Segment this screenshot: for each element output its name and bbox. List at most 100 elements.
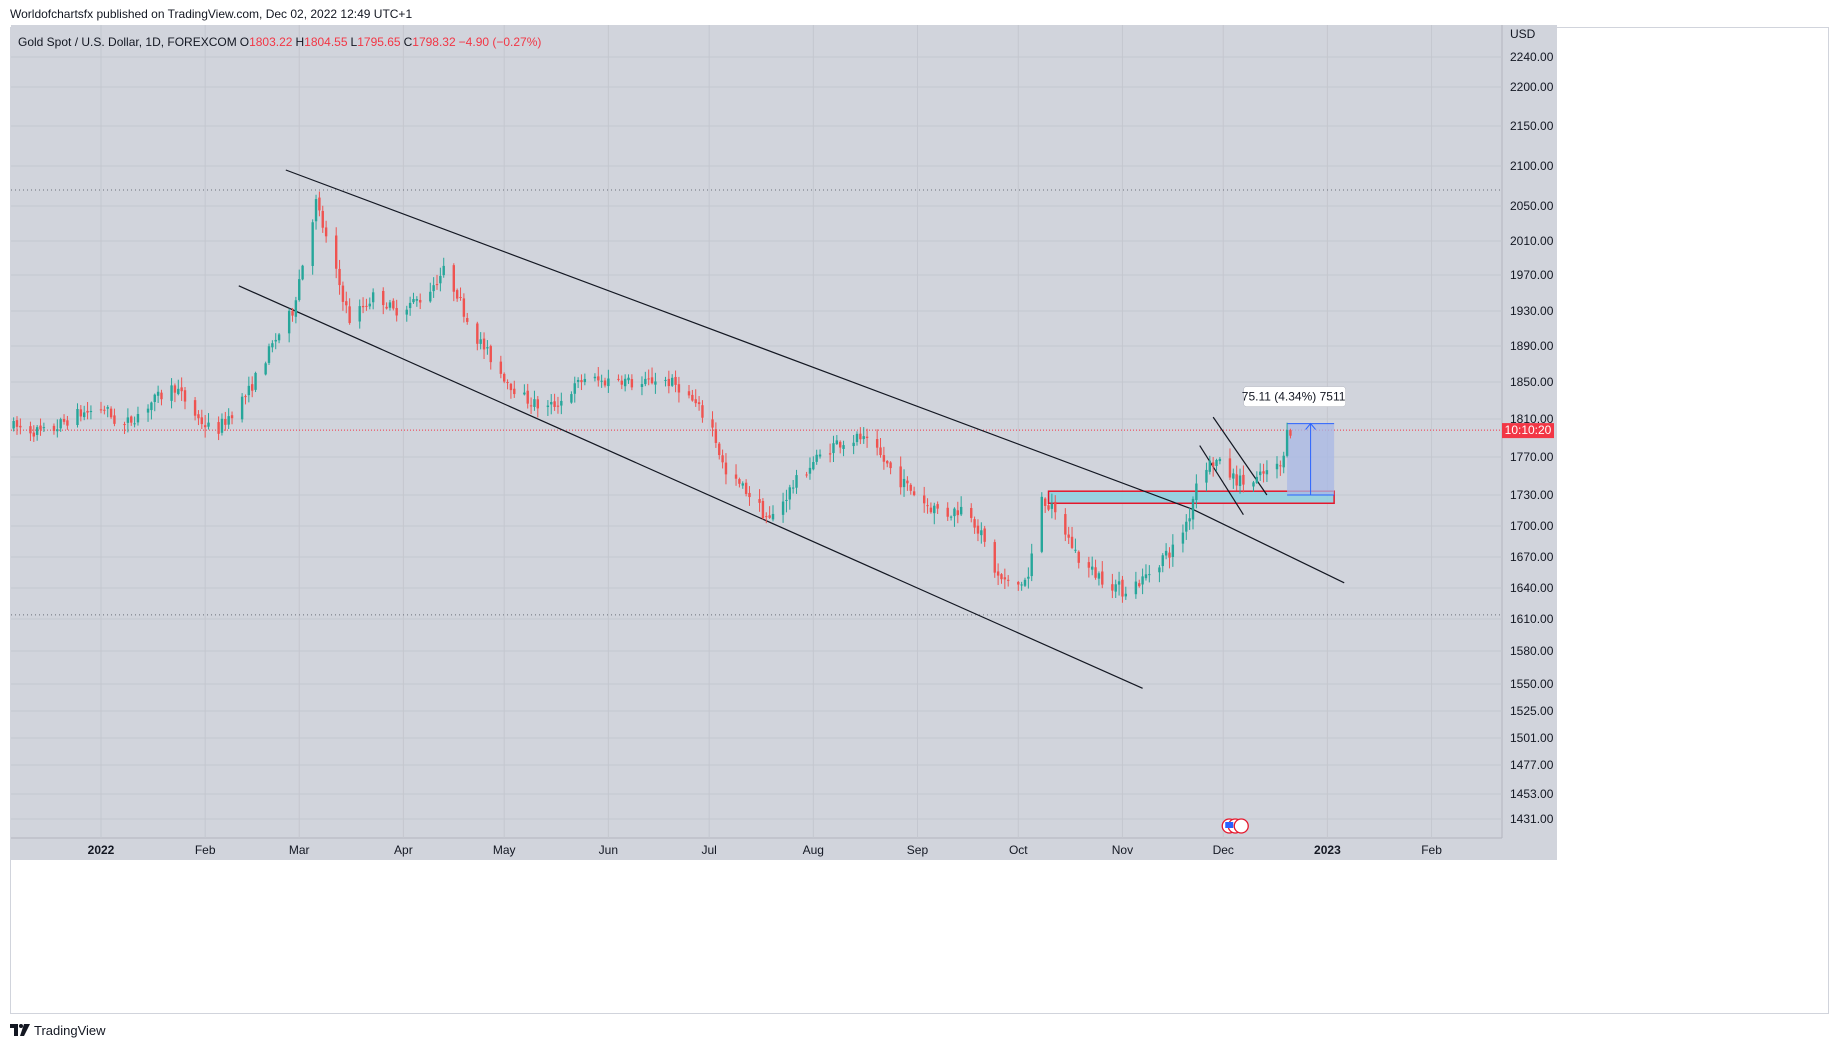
candle-body [1185,521,1188,532]
candle-body [509,383,513,391]
candle-body [526,390,529,404]
candle-body [879,447,882,456]
candle-body [788,487,791,500]
candle-body [388,302,392,308]
candle-body [933,505,936,514]
candle-body [29,426,32,434]
time-tick-label: Oct [1009,843,1028,857]
candle-body [136,413,140,423]
candle-body [570,394,573,403]
candle-body [617,378,620,380]
time-tick-label: Sep [907,843,929,857]
candle-body [459,297,462,299]
candle-body [419,299,422,303]
candle-body [1097,573,1101,579]
candle-body [956,510,959,516]
candle-body [771,513,775,520]
candle-body [230,415,234,419]
candle-body [899,466,902,488]
candle-body [973,519,976,528]
candle-body [1094,567,1097,578]
legend-open-label: O [239,35,250,49]
candle-body [113,415,116,424]
candle-body [529,405,533,407]
price-tick-label: 1770.00 [1510,450,1554,464]
candle-body [408,302,412,309]
candle-body [1208,460,1211,472]
candle-body [1211,462,1215,467]
candle-body [301,265,304,280]
candle-body [721,455,724,463]
upper-channel-line [285,169,1194,511]
candle-body [805,474,808,476]
candle-body [1047,505,1050,510]
candle-body [949,516,953,518]
candle-body [862,436,865,440]
candle-body [906,480,909,484]
price-tick-label: 1700.00 [1510,519,1554,533]
candle-body [923,495,926,504]
candle-body [1265,470,1269,475]
candle-body [576,379,580,382]
candle-body [1064,514,1067,535]
candle-body [1282,455,1285,468]
candle-body [19,425,22,428]
candle-body [953,508,956,517]
candle-body [597,376,600,381]
candle-body [1114,584,1117,592]
currency-label: USD [1510,27,1536,41]
candle-body [744,482,748,494]
candle-body [432,285,435,292]
event-flag-icon-canton [1225,822,1234,828]
candle-body [1121,579,1124,597]
candle-body [523,392,526,395]
candle-body [654,381,657,385]
candle-body [1215,460,1218,466]
legend-high-value: 1804.55 [304,35,348,49]
candle-body [150,402,153,411]
price-tick-label: 2010.00 [1510,234,1554,248]
candle-body [875,439,879,448]
candle-body [970,508,973,518]
candle-body [1138,583,1141,587]
candle-body [1070,536,1074,548]
legend-symbol: Gold Spot / U.S. Dollar, 1D, FOREXCOM [18,35,237,49]
footer-brand[interactable]: TradingView [10,1022,106,1038]
candle-body [123,424,126,426]
candle-body [499,361,503,374]
candle-body [620,380,623,385]
candle-body [15,420,19,427]
candle-body [489,346,492,363]
time-tick-label: Aug [803,843,824,857]
candle-body [311,222,314,266]
price-tick-label: 2200.00 [1510,80,1554,94]
candle-body [1040,496,1043,552]
candle-body [442,265,445,276]
candle-body [170,385,173,401]
candle-body [1228,458,1232,478]
upper-channel-extension [1192,508,1345,584]
candle-body [1003,577,1007,580]
candle-body [62,418,66,422]
candle-body [902,478,906,488]
candle-body [365,305,368,307]
candle-body [741,483,744,486]
candle-body [109,408,113,418]
candle-body [550,401,553,405]
price-tick-label: 1477.00 [1510,758,1554,772]
time-tick-label: Feb [1421,843,1442,857]
measure-tooltip-box [1243,386,1346,407]
candle-body [1188,518,1191,522]
candle-body [395,308,398,316]
candle-body [106,407,109,409]
candle-body [1255,476,1259,483]
candle-body [677,384,681,393]
candle-body [1205,469,1208,483]
candle-body [664,379,667,381]
candle-body [627,377,630,381]
candle-body [781,501,785,515]
candle-body [1235,474,1238,486]
candle-body [765,516,768,518]
price-tick-label: 1890.00 [1510,339,1554,353]
